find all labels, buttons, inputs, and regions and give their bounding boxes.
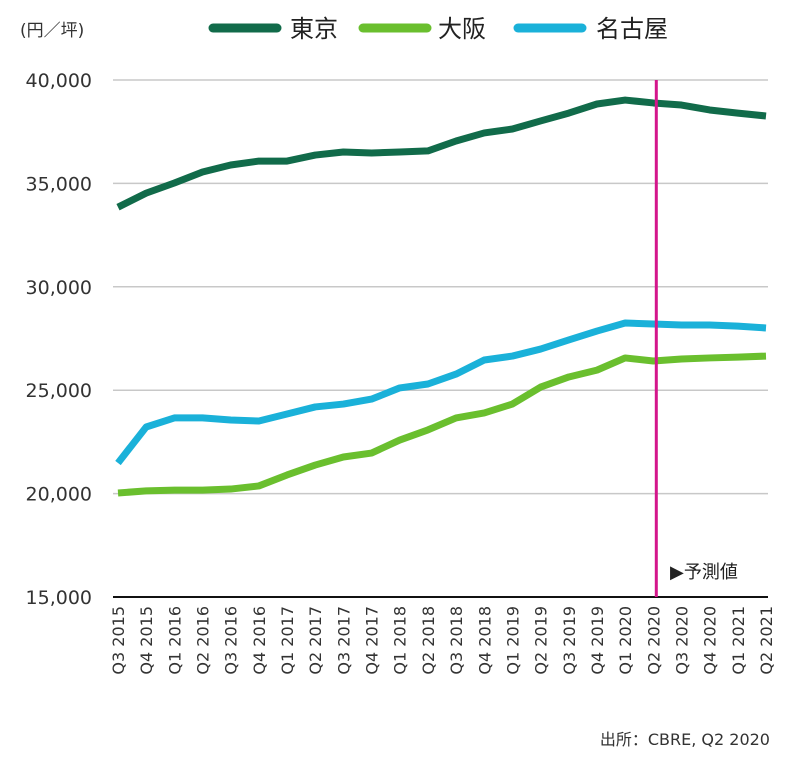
gridlines	[113, 79, 768, 598]
x-tick-label: Q1 2018	[391, 606, 410, 675]
x-tick-label: Q3 2015	[109, 606, 128, 675]
y-tick-label: 30,000	[26, 277, 92, 299]
x-axis-ticks: Q3 2015 Q4 2015 Q1 2016 Q2 2016 Q3 2016 Q4 20…	[109, 606, 776, 675]
x-tick-label: Q1 2019	[503, 606, 522, 675]
series-line-0	[116, 96, 767, 211]
x-tick-label: Q4 2019	[588, 606, 607, 675]
x-tick-label: Q4 2017	[363, 606, 382, 675]
y-tick-label: 20,000	[26, 484, 92, 506]
forecast-label: ▶予測値	[670, 562, 738, 583]
y-tick-label: 40,000	[26, 70, 92, 92]
x-tick-label: Q3 2017	[334, 606, 353, 675]
x-tick-label: Q4 2015	[137, 606, 156, 675]
legend-label: 名古屋	[596, 15, 668, 43]
x-tick-label: Q1 2021	[729, 606, 748, 675]
x-tick-label: Q1 2020	[616, 606, 635, 675]
x-tick-label: Q2 2019	[532, 606, 551, 675]
legend: 東京 大阪 名古屋	[208, 15, 668, 43]
x-tick-label: Q2 2017	[306, 606, 325, 675]
x-tick-label: Q2 2016	[194, 606, 213, 675]
legend-label: 東京	[290, 15, 338, 43]
legend-label: 大阪	[438, 15, 486, 43]
y-axis-ticks: 15,000 20,000 25,000 30,000 35,000 40,000	[26, 70, 92, 609]
x-tick-label: Q2 2020	[644, 606, 663, 675]
source-note: 出所：CBRE, Q2 2020	[600, 730, 770, 749]
series-lines	[115, 96, 767, 497]
y-axis-unit: (円／坪)	[20, 21, 84, 41]
x-tick-label: Q4 2016	[250, 606, 269, 675]
x-tick-label: Q3 2018	[447, 606, 466, 675]
x-tick-label: Q3 2019	[560, 606, 579, 675]
series-line-2	[115, 319, 767, 466]
x-tick-label: Q2 2018	[419, 606, 438, 675]
x-tick-label: Q1 2016	[165, 606, 184, 675]
x-tick-label: Q4 2018	[475, 606, 494, 675]
y-tick-label: 35,000	[26, 173, 92, 195]
x-tick-label: Q4 2020	[701, 606, 720, 675]
y-tick-label: 25,000	[26, 380, 92, 402]
x-tick-label: Q3 2020	[672, 606, 691, 675]
series-line-1	[117, 352, 767, 497]
y-tick-label: 15,000	[26, 587, 92, 609]
x-tick-label: Q3 2016	[222, 606, 241, 675]
x-tick-label: Q2 2021	[757, 606, 776, 675]
x-tick-label: Q1 2017	[278, 606, 297, 675]
